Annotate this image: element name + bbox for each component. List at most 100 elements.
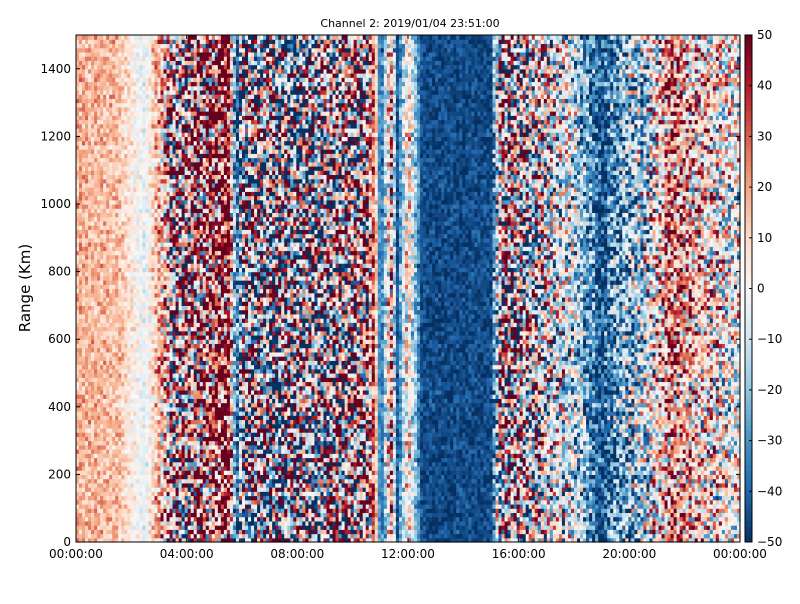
heatmap-cell [145, 39, 150, 45]
heatmap-cell [76, 140, 80, 146]
heatmap-cell [109, 377, 113, 383]
heatmap-cell [124, 144, 128, 150]
heatmap-cell [85, 89, 89, 95]
heatmap-cell [94, 411, 98, 416]
heatmap-cell [142, 368, 147, 374]
heatmap-cell [142, 411, 147, 416]
heatmap-cell [94, 351, 98, 357]
heatmap-cell [112, 271, 116, 277]
heatmap-cell [139, 305, 143, 311]
heatmap-cell [94, 394, 98, 399]
heatmap-cell [130, 512, 134, 518]
heatmap-cell [142, 123, 147, 129]
heatmap-cell [106, 233, 110, 239]
heatmap-cell [115, 246, 119, 252]
heatmap-cell [100, 322, 104, 328]
heatmap-cell [82, 237, 86, 243]
heatmap-cell [130, 440, 134, 446]
heatmap-cell [124, 385, 128, 391]
heatmap-cell [103, 284, 107, 290]
heatmap-cell [109, 94, 113, 99]
heatmap-cell [85, 182, 89, 188]
heatmap-cell [133, 68, 137, 74]
heatmap-cell [76, 508, 80, 514]
heatmap-cell [142, 187, 147, 192]
heatmap-cell [109, 440, 113, 446]
heatmap-cell [85, 381, 89, 387]
heatmap-cell [76, 170, 80, 176]
heatmap-cell [115, 288, 119, 294]
heatmap-cell [97, 170, 101, 176]
heatmap-cell [115, 132, 119, 137]
heatmap-cell [91, 449, 95, 454]
heatmap-cell [88, 127, 92, 133]
heatmap-cell [91, 533, 95, 539]
heatmap-cell [82, 94, 86, 99]
heatmap-cell [124, 381, 128, 387]
heatmap-cell [100, 508, 104, 514]
heatmap-cell [79, 212, 83, 218]
heatmap-cell [94, 157, 98, 163]
heatmap-cell [85, 423, 89, 429]
heatmap-cell [124, 73, 128, 78]
heatmap-cell [109, 106, 113, 112]
heatmap-cell [82, 394, 86, 399]
heatmap-cell [112, 381, 116, 387]
heatmap-cell [106, 284, 110, 290]
heatmap-cell [142, 525, 147, 530]
heatmap-cell [142, 225, 147, 230]
heatmap-cell [145, 187, 150, 192]
heatmap-cell [88, 529, 92, 535]
heatmap-cell [118, 140, 122, 146]
heatmap-cell [91, 478, 95, 484]
heatmap-cell [118, 322, 122, 328]
heatmap-cell [127, 199, 131, 205]
heatmap-cell [88, 461, 92, 467]
heatmap-cell [109, 457, 113, 463]
heatmap-cell [97, 415, 101, 421]
heatmap-cell [85, 250, 89, 256]
heatmap-cell [136, 267, 140, 273]
heatmap-cell [97, 436, 101, 442]
heatmap-cell [115, 182, 119, 188]
heatmap-cell [91, 35, 95, 40]
heatmap-cell [91, 191, 95, 197]
heatmap-cell [100, 195, 104, 201]
heatmap-cell [91, 474, 95, 480]
heatmap-cell [109, 263, 113, 268]
heatmap-cell [106, 106, 110, 112]
heatmap-cell [145, 288, 150, 294]
heatmap-cell [133, 512, 137, 518]
heatmap-cell [145, 495, 150, 501]
heatmap-cell [94, 68, 98, 74]
heatmap-cell [85, 512, 89, 518]
heatmap-cell [115, 123, 119, 129]
heatmap-cell [127, 288, 131, 294]
heatmap-cell [103, 436, 107, 442]
heatmap-cell [103, 271, 107, 277]
heatmap-cell [100, 516, 104, 522]
heatmap-cell [118, 520, 122, 526]
heatmap-cell [139, 478, 143, 484]
heatmap-cell [97, 220, 101, 226]
heatmap-cell [124, 89, 128, 95]
heatmap-cell [94, 199, 98, 205]
heatmap-cell [124, 394, 128, 399]
heatmap-cell [133, 233, 137, 239]
heatmap-cell [145, 482, 150, 488]
heatmap-cell [100, 453, 104, 459]
heatmap-cell [139, 60, 143, 66]
heatmap-cell [97, 157, 101, 163]
heatmap-cell [130, 267, 134, 273]
heatmap-cell [106, 415, 110, 421]
heatmap-cell [121, 115, 125, 121]
heatmap-cell [145, 423, 150, 429]
heatmap-cell [139, 225, 143, 230]
heatmap-cell [76, 267, 80, 273]
heatmap-cell [115, 216, 119, 222]
heatmap-cell [142, 478, 147, 484]
heatmap-cell [139, 449, 143, 454]
heatmap-cell [118, 132, 122, 137]
heatmap-cell [145, 254, 150, 260]
heatmap-cell [91, 461, 95, 467]
